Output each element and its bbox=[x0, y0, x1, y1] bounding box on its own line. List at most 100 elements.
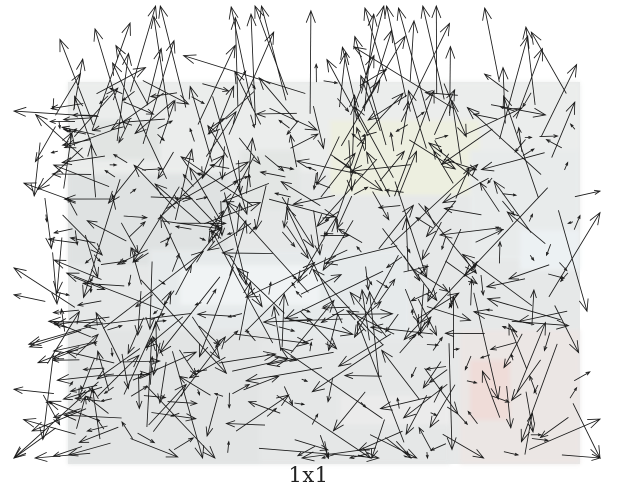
arrow-head bbox=[309, 341, 313, 346]
vector-arrow bbox=[441, 128, 493, 165]
arrow-head bbox=[53, 318, 68, 329]
arrow-head bbox=[53, 259, 67, 269]
arrow-head bbox=[134, 324, 143, 337]
arrow-head bbox=[235, 202, 243, 211]
arrow-head bbox=[178, 375, 188, 384]
vector-arrow bbox=[53, 408, 81, 418]
arrow-head bbox=[82, 284, 92, 299]
vector-arrow bbox=[160, 215, 186, 270]
arrow-head bbox=[420, 111, 425, 116]
vector-arrow bbox=[258, 77, 298, 123]
vector-arrow bbox=[150, 92, 178, 98]
vector-arrow bbox=[551, 101, 576, 158]
vector-arrow bbox=[398, 151, 417, 196]
vector-arrow bbox=[228, 31, 275, 135]
arrow-head bbox=[464, 260, 478, 275]
arrow-head bbox=[247, 202, 262, 212]
vector-arrow bbox=[167, 401, 197, 404]
arrow-head bbox=[434, 343, 440, 347]
arrow-head bbox=[412, 314, 420, 324]
figure-caption: 1x1 bbox=[288, 463, 329, 487]
vector-arrow bbox=[357, 321, 405, 443]
arrow-head bbox=[441, 193, 456, 204]
vector-arrow bbox=[557, 210, 588, 312]
arrow-head bbox=[67, 196, 72, 203]
arrow-head bbox=[490, 386, 501, 401]
arrow-head bbox=[30, 421, 45, 432]
vector-arrow bbox=[235, 333, 309, 344]
arrow-head bbox=[292, 198, 304, 207]
arrow-head bbox=[310, 133, 320, 140]
vector-arrow bbox=[321, 309, 345, 323]
arrow-head bbox=[50, 150, 55, 154]
arrow-head bbox=[278, 292, 289, 306]
arrow-head bbox=[314, 63, 319, 69]
vector-arrow bbox=[78, 358, 95, 398]
arrow-head bbox=[258, 76, 271, 91]
arrow-head bbox=[425, 89, 435, 104]
vector-arrow bbox=[415, 217, 433, 229]
arrow-head bbox=[530, 288, 537, 299]
arrow-head bbox=[365, 54, 375, 69]
arrow-head bbox=[207, 122, 221, 135]
vector-arrow bbox=[361, 289, 370, 341]
vector-arrow bbox=[13, 381, 99, 459]
arrow-head bbox=[27, 336, 42, 346]
vector-arrow bbox=[130, 247, 142, 285]
arrow-head bbox=[380, 349, 393, 363]
arrow-head bbox=[317, 138, 326, 150]
vector-arrow bbox=[57, 291, 69, 296]
vector-arrow bbox=[37, 346, 80, 364]
arrow-head bbox=[422, 380, 430, 389]
arrow-head bbox=[306, 317, 314, 323]
arrow-head bbox=[401, 216, 412, 231]
arrow-head bbox=[60, 125, 70, 132]
arrow-head bbox=[266, 357, 281, 368]
arrow-head bbox=[482, 6, 492, 21]
arrow-head bbox=[227, 314, 232, 318]
arrow-head bbox=[369, 79, 381, 94]
arrow-head bbox=[149, 93, 157, 99]
arrow-head bbox=[445, 45, 456, 59]
vector-arrow bbox=[331, 313, 393, 315]
vector-arrow bbox=[53, 359, 80, 361]
arrow-head bbox=[170, 413, 175, 417]
arrow-head bbox=[33, 452, 48, 462]
vector-arrow bbox=[44, 197, 52, 249]
arrow-head bbox=[219, 171, 226, 181]
arrow-head bbox=[442, 158, 457, 170]
arrow-head bbox=[150, 15, 161, 30]
vector-arrow bbox=[400, 101, 409, 145]
vector-arrow bbox=[206, 396, 219, 437]
vector-arrow bbox=[13, 427, 56, 459]
vector-arrow bbox=[503, 333, 523, 368]
vector-arrow bbox=[376, 279, 388, 289]
arrow-head bbox=[59, 38, 69, 53]
vector-arrow bbox=[434, 89, 456, 135]
vector-arrow bbox=[146, 48, 162, 106]
arrow-head bbox=[28, 338, 43, 349]
arrow-head bbox=[227, 404, 231, 409]
vector-arrow bbox=[490, 342, 517, 350]
arrow-head bbox=[116, 258, 126, 265]
arrow-head bbox=[288, 399, 293, 406]
vector-arrow bbox=[525, 391, 534, 432]
arrow-head bbox=[501, 325, 507, 330]
vector-arrow bbox=[13, 110, 99, 118]
vector-arrow bbox=[129, 221, 146, 238]
arrow-head bbox=[348, 455, 355, 460]
vector-arrow bbox=[74, 230, 78, 245]
vector-arrow bbox=[199, 266, 234, 357]
arrow-head bbox=[13, 446, 27, 459]
arrow-head bbox=[324, 255, 338, 266]
arrow-head bbox=[314, 244, 323, 256]
arrow-head bbox=[514, 452, 520, 456]
vector-arrow bbox=[92, 121, 125, 131]
vector-arrow bbox=[464, 355, 472, 370]
arrow-head bbox=[426, 319, 431, 325]
arrow-head bbox=[539, 430, 549, 439]
vector-arrow bbox=[59, 39, 94, 126]
arrow-head bbox=[121, 420, 126, 427]
vector-arrow bbox=[296, 160, 357, 175]
vector-arrow bbox=[548, 273, 565, 279]
